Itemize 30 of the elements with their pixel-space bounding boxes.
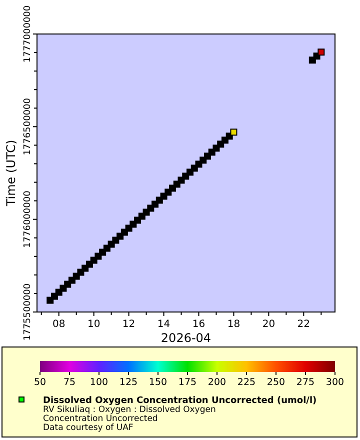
color-bar-label: 125: [119, 377, 138, 388]
point: [318, 48, 325, 56]
x-tick-label: 08: [52, 319, 66, 330]
color-bar-label: 225: [237, 377, 256, 388]
y-tick-label: 1777000000: [23, 5, 33, 63]
color-bar-label: 175: [178, 377, 197, 388]
x-axis-title: 2026-04: [160, 331, 212, 345]
color-bar-label: 275: [296, 377, 315, 388]
y-tick-label: 1775500000: [23, 283, 33, 341]
color-bar-label: 300: [326, 377, 344, 388]
color-bar-label: 150: [148, 377, 168, 388]
color-bar-label: 100: [90, 377, 108, 388]
text: RV Sikuliaq : Oxygen : Dissolved Oxygen Concentration Uncorrected: [43, 405, 216, 424]
point: [230, 128, 238, 136]
text: Data courtesy of UAF: [43, 423, 134, 433]
x-tick-label: 10: [87, 319, 100, 330]
color-bar-label: 75: [63, 377, 76, 388]
x-tick-label: 14: [157, 319, 170, 330]
x-tick-label: 18: [227, 319, 240, 330]
x-tick-label: 22: [297, 319, 310, 330]
color-bar-label: 50: [34, 377, 46, 388]
x-tick-label: 16: [192, 319, 206, 330]
y-tick-label: 1776000000: [23, 190, 33, 248]
y-tick-label: 1776500000: [23, 98, 33, 156]
x-tick-label: 20: [262, 319, 276, 330]
y-axis-title: Time (UTC): [4, 140, 18, 208]
x-tick-label: 12: [122, 319, 136, 330]
color-bar-title: Dissolved Oxygen Concentration Uncorrected (umol/l): [43, 396, 317, 406]
color-bar-label: 250: [266, 377, 286, 388]
color-bar-label: 200: [208, 377, 226, 388]
